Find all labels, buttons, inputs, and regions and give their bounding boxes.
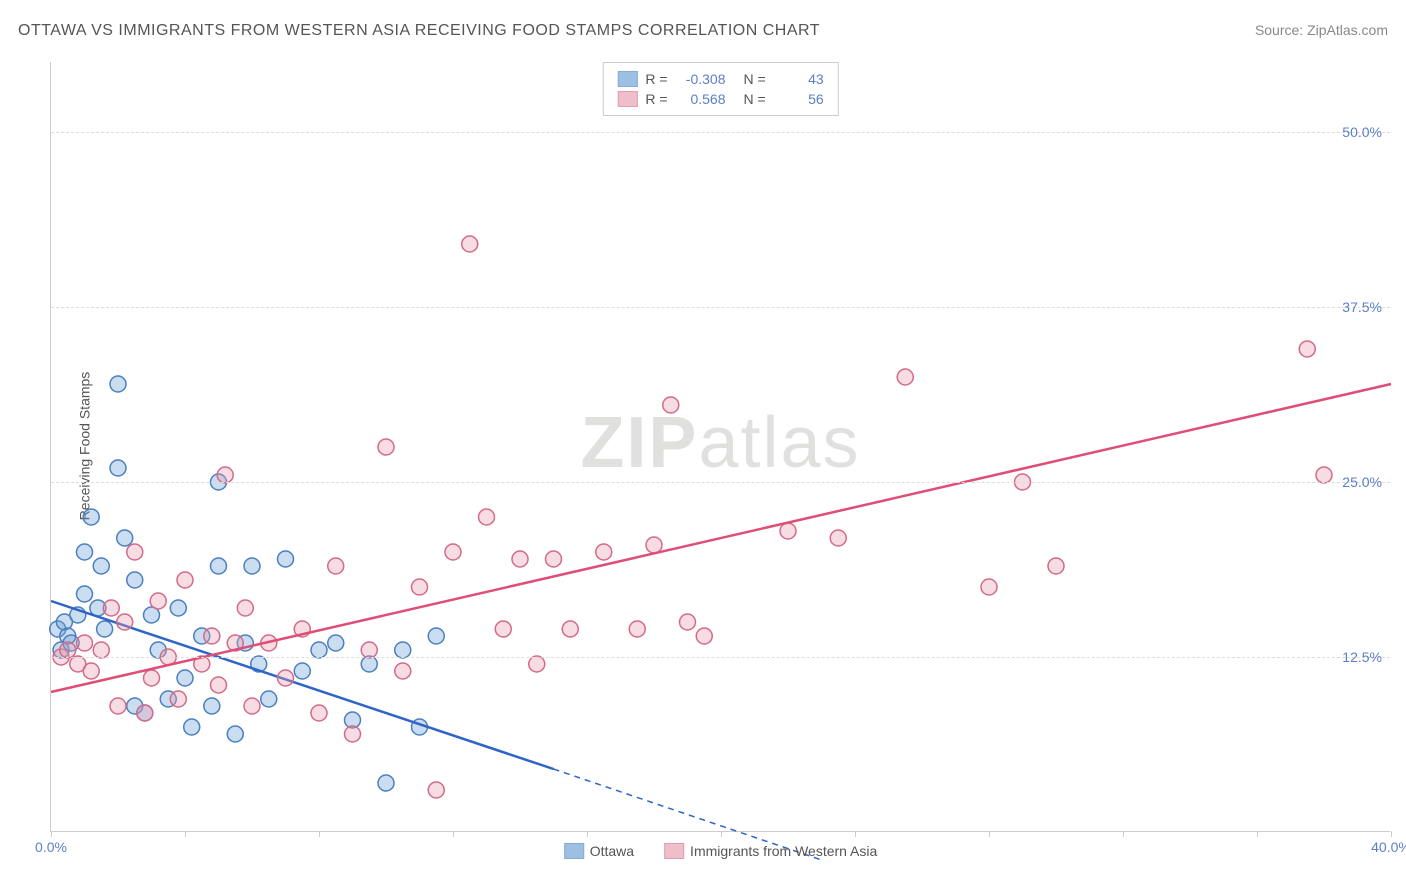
x-tick bbox=[185, 831, 186, 837]
grid-line bbox=[51, 132, 1390, 133]
x-tick-label: 0.0% bbox=[35, 839, 67, 855]
y-tick-label: 37.5% bbox=[1342, 299, 1382, 315]
swatch-immigrants bbox=[617, 91, 637, 107]
legend-label-ottawa: Ottawa bbox=[590, 843, 634, 859]
x-tick bbox=[721, 831, 722, 837]
x-tick bbox=[855, 831, 856, 837]
r-value-ottawa: -0.308 bbox=[676, 71, 726, 87]
grid-line bbox=[51, 482, 1390, 483]
x-tick bbox=[1123, 831, 1124, 837]
legend-label-immigrants: Immigrants from Western Asia bbox=[690, 843, 877, 859]
swatch-ottawa bbox=[617, 71, 637, 87]
y-tick-label: 50.0% bbox=[1342, 124, 1382, 140]
x-tick bbox=[1391, 831, 1392, 837]
bottom-legend-immigrants: Immigrants from Western Asia bbox=[664, 843, 877, 859]
source-label: Source: ZipAtlas.com bbox=[1255, 22, 1388, 38]
x-tick bbox=[51, 831, 52, 837]
r-label: R = bbox=[645, 71, 667, 87]
r-label: R = bbox=[645, 91, 667, 107]
r-value-immigrants: 0.568 bbox=[676, 91, 726, 107]
scatter-plot-svg bbox=[51, 62, 1390, 831]
n-value-immigrants: 56 bbox=[774, 91, 824, 107]
n-value-ottawa: 43 bbox=[774, 71, 824, 87]
x-tick bbox=[1257, 831, 1258, 837]
x-tick bbox=[319, 831, 320, 837]
x-tick bbox=[453, 831, 454, 837]
n-label: N = bbox=[744, 91, 766, 107]
x-tick bbox=[989, 831, 990, 837]
x-tick-label: 40.0% bbox=[1371, 839, 1406, 855]
swatch-immigrants bbox=[664, 843, 684, 859]
y-tick-label: 25.0% bbox=[1342, 474, 1382, 490]
grid-line bbox=[51, 307, 1390, 308]
grid-line bbox=[51, 657, 1390, 658]
legend-row-ottawa: R = -0.308 N = 43 bbox=[617, 69, 823, 89]
legend-row-immigrants: R = 0.568 N = 56 bbox=[617, 89, 823, 109]
n-label: N = bbox=[744, 71, 766, 87]
swatch-ottawa bbox=[564, 843, 584, 859]
bottom-legend-ottawa: Ottawa bbox=[564, 843, 634, 859]
chart-title: OTTAWA VS IMMIGRANTS FROM WESTERN ASIA R… bbox=[18, 22, 820, 40]
chart-plot-area: ZIPatlas R = -0.308 N = 43 R = 0.568 N =… bbox=[50, 62, 1390, 832]
stats-legend-box: R = -0.308 N = 43 R = 0.568 N = 56 bbox=[602, 62, 838, 116]
x-tick bbox=[587, 831, 588, 837]
y-tick-label: 12.5% bbox=[1342, 649, 1382, 665]
bottom-legend: Ottawa Immigrants from Western Asia bbox=[564, 843, 878, 859]
